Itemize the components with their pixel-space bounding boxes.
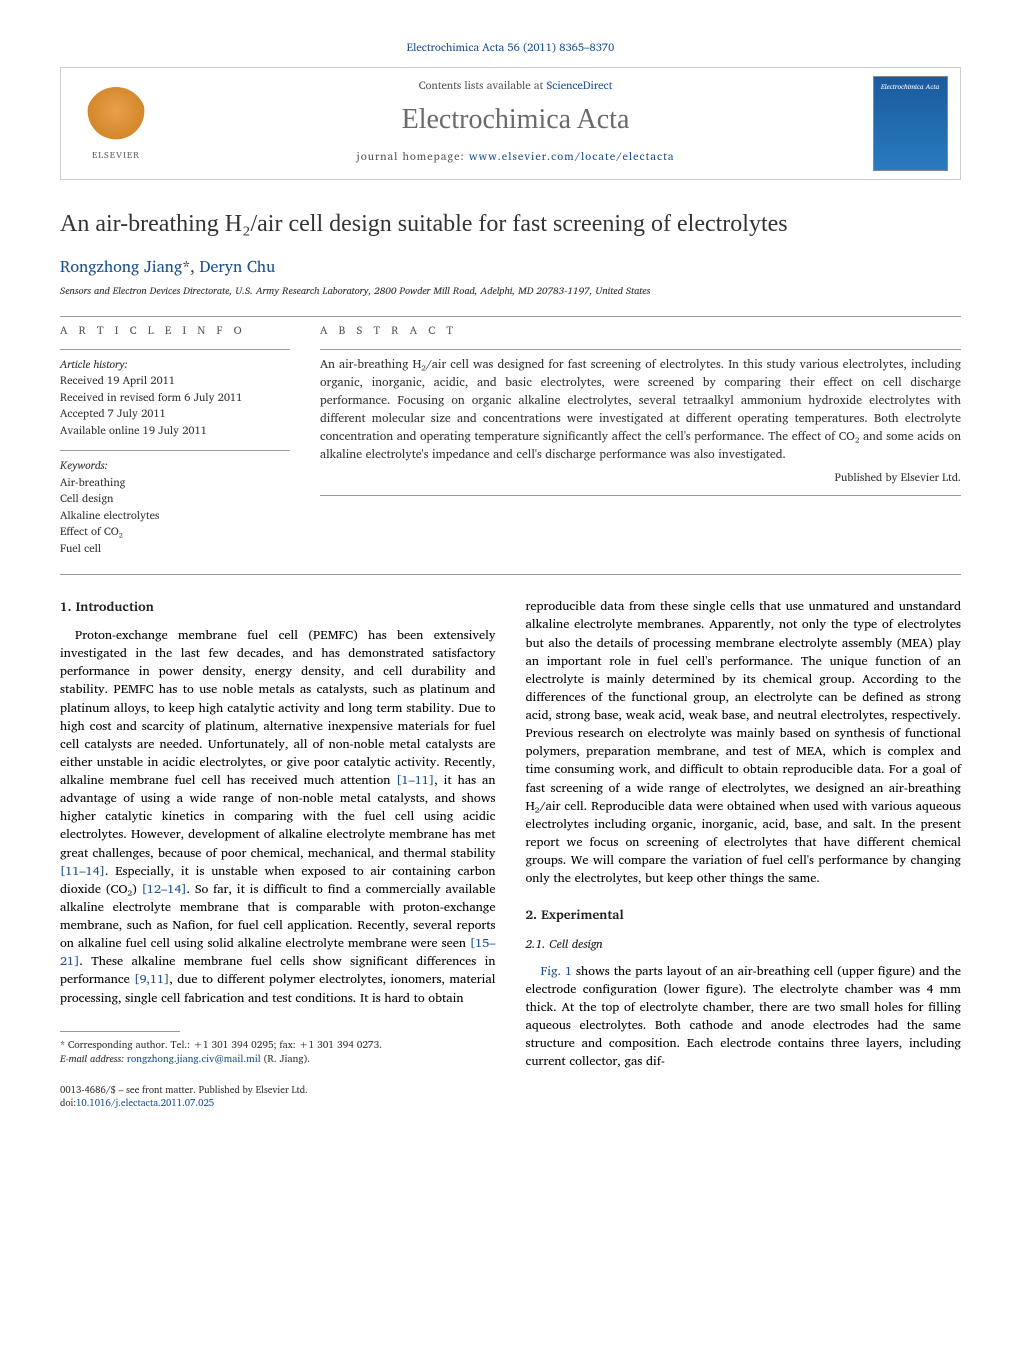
cover-thumb-area: Electrochimica Acta	[860, 68, 960, 179]
doi-link[interactable]: 10.1016/j.electacta.2011.07.025	[76, 1096, 214, 1111]
journal-header: ELSEVIER Contents lists available at Sci…	[60, 67, 961, 180]
journal-reference: Electrochimica Acta 56 (2011) 8365–8370	[60, 40, 961, 55]
footer-copyright: 0013-4686/$ – see front matter. Publishe…	[60, 1084, 496, 1097]
body-column-right: reproducible data from these single cell…	[526, 597, 962, 1110]
section-1-paragraph: Proton-exchange membrane fuel cell (PEMF…	[60, 626, 496, 1007]
section-2-1-heading: 2.1. Cell design	[526, 936, 962, 953]
footnote-email-line: E-mail address: rongzhong.jiang.civ@mail…	[60, 1052, 496, 1066]
abstract-column: a b s t r a c t An air-breathing H₂/air …	[320, 323, 961, 556]
revised-date: Received in revised form 6 July 2011	[60, 388, 242, 406]
divider-top	[60, 316, 961, 317]
elsevier-logo[interactable]: ELSEVIER	[76, 79, 156, 169]
section-1-heading: 1. Introduction	[60, 597, 496, 616]
authors: Rongzhong Jiang*, Deryn Chu	[60, 256, 961, 278]
contents-pre: Contents lists available at	[419, 76, 547, 94]
accepted-date: Accepted 7 July 2011	[60, 404, 166, 422]
article-meta-row: a r t i c l e i n f o Article history: R…	[60, 323, 961, 556]
journal-header-center: Contents lists available at ScienceDirec…	[171, 68, 860, 179]
p1a: Proton-exchange membrane fuel cell (PEMF…	[60, 625, 496, 790]
author-marks: *,	[182, 254, 199, 280]
publisher-line: Published by Elsevier Ltd.	[320, 470, 961, 485]
sciencedirect-link[interactable]: ScienceDirect	[547, 76, 613, 94]
homepage-link[interactable]: www.elsevier.com/locate/electacta	[469, 147, 675, 165]
contents-line: Contents lists available at ScienceDirec…	[171, 78, 860, 93]
journal-cover-thumbnail[interactable]: Electrochimica Acta	[873, 76, 948, 171]
article-history: Article history: Received 19 April 2011 …	[60, 356, 290, 439]
email-label: E-mail address:	[60, 1051, 127, 1067]
keywords-label: Keywords:	[60, 456, 108, 474]
abstract-divider	[320, 349, 961, 350]
publisher-logo-area: ELSEVIER	[61, 68, 171, 179]
history-label: Article history:	[60, 355, 128, 373]
cover-thumb-title: Electrochimica Acta	[878, 83, 943, 93]
ref-link-2[interactable]: [11–14]	[60, 861, 105, 881]
abstract-divider-bottom	[320, 495, 961, 496]
journal-title: Electrochimica Acta	[171, 100, 860, 139]
ref-link-5[interactable]: [9,11]	[134, 969, 169, 989]
ref-link-3[interactable]: [12–14]	[142, 879, 187, 899]
keyword-3: Alkaline electrolytes	[60, 506, 159, 524]
abstract-heading: a b s t r a c t	[320, 323, 961, 338]
section-2-heading: 2. Experimental	[526, 905, 962, 924]
body-column-left: 1. Introduction Proton-exchange membrane…	[60, 597, 496, 1110]
corresponding-author-footnote: * Corresponding author. Tel.: +1 301 394…	[60, 1038, 496, 1066]
online-date: Available online 19 July 2011	[60, 421, 207, 439]
email-link[interactable]: rongzhong.jiang.civ@mail.mil	[127, 1051, 261, 1067]
body-columns: 1. Introduction Proton-exchange membrane…	[60, 597, 961, 1110]
received-date: Received 19 April 2011	[60, 371, 175, 389]
figure-link-1[interactable]: Fig. 1	[541, 961, 573, 981]
ref-link-1[interactable]: [1–11]	[396, 770, 434, 790]
elsevier-label: ELSEVIER	[92, 149, 140, 162]
doi-prefix: doi:	[60, 1096, 76, 1111]
keyword-5: Fuel cell	[60, 539, 101, 557]
keyword-4: Effect of CO₂	[60, 522, 123, 540]
divider-body	[60, 574, 961, 575]
homepage-line: journal homepage: www.elsevier.com/locat…	[171, 149, 860, 164]
article-info-column: a r t i c l e i n f o Article history: R…	[60, 323, 290, 556]
elsevier-tree-icon	[86, 87, 146, 147]
author-link-1[interactable]: Rongzhong Jiang	[60, 254, 182, 280]
footnote-separator	[60, 1031, 180, 1032]
info-divider-1	[60, 349, 290, 350]
info-divider-2	[60, 450, 290, 451]
footer-doi-line: doi:10.1016/j.electacta.2011.07.025	[60, 1097, 496, 1110]
footnote-corr: * Corresponding author. Tel.: +1 301 394…	[60, 1038, 496, 1052]
article-info-heading: a r t i c l e i n f o	[60, 323, 290, 338]
article-title: An air-breathing H₂/air cell design suit…	[60, 208, 961, 242]
abstract-text: An air-breathing H₂/air cell was designe…	[320, 356, 961, 464]
homepage-pre: journal homepage:	[357, 147, 469, 165]
author-link-2[interactable]: Deryn Chu	[199, 254, 275, 280]
keyword-1: Air-breathing	[60, 473, 125, 491]
sec21-text: shows the parts layout of an air-breathi…	[526, 961, 962, 1072]
journal-reference-link[interactable]: Electrochimica Acta 56 (2011) 8365–8370	[407, 38, 615, 56]
affiliation: Sensors and Electron Devices Directorate…	[60, 284, 961, 298]
keywords-block: Keywords: Air-breathing Cell design Alka…	[60, 457, 290, 556]
email-suffix: (R. Jiang).	[261, 1051, 310, 1067]
section-2-1-paragraph: Fig. 1 shows the parts layout of an air-…	[526, 962, 962, 1071]
keyword-2: Cell design	[60, 489, 113, 507]
section-1-continuation: reproducible data from these single cell…	[526, 597, 962, 887]
footer-block: 0013-4686/$ – see front matter. Publishe…	[60, 1084, 496, 1111]
